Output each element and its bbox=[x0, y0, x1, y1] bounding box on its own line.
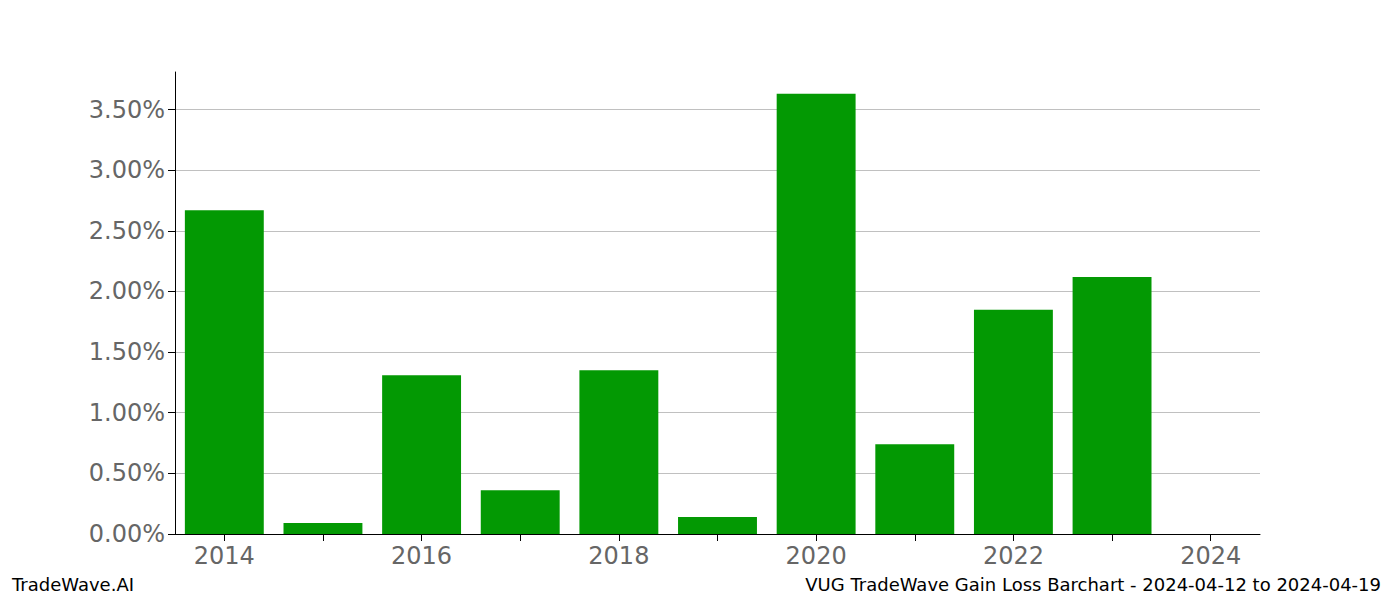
svg-text:2.50%: 2.50% bbox=[89, 217, 165, 245]
svg-text:3.50%: 3.50% bbox=[89, 96, 165, 124]
svg-text:2024: 2024 bbox=[1180, 542, 1241, 570]
svg-text:1.00%: 1.00% bbox=[89, 399, 165, 427]
svg-text:2014: 2014 bbox=[194, 542, 255, 570]
svg-text:2016: 2016 bbox=[391, 542, 452, 570]
svg-text:3.00%: 3.00% bbox=[89, 156, 165, 184]
svg-text:2022: 2022 bbox=[983, 542, 1044, 570]
svg-text:2020: 2020 bbox=[786, 542, 847, 570]
svg-text:1.50%: 1.50% bbox=[89, 338, 165, 366]
svg-text:0.50%: 0.50% bbox=[89, 459, 165, 487]
svg-text:TradeWave.AI: TradeWave.AI bbox=[11, 574, 134, 595]
svg-text:2018: 2018 bbox=[588, 542, 649, 570]
svg-text:2.00%: 2.00% bbox=[89, 277, 165, 305]
svg-text:0.00%: 0.00% bbox=[89, 520, 165, 548]
svg-text:VUG TradeWave Gain Loss Barcha: VUG TradeWave Gain Loss Barchart - 2024-… bbox=[805, 574, 1381, 595]
